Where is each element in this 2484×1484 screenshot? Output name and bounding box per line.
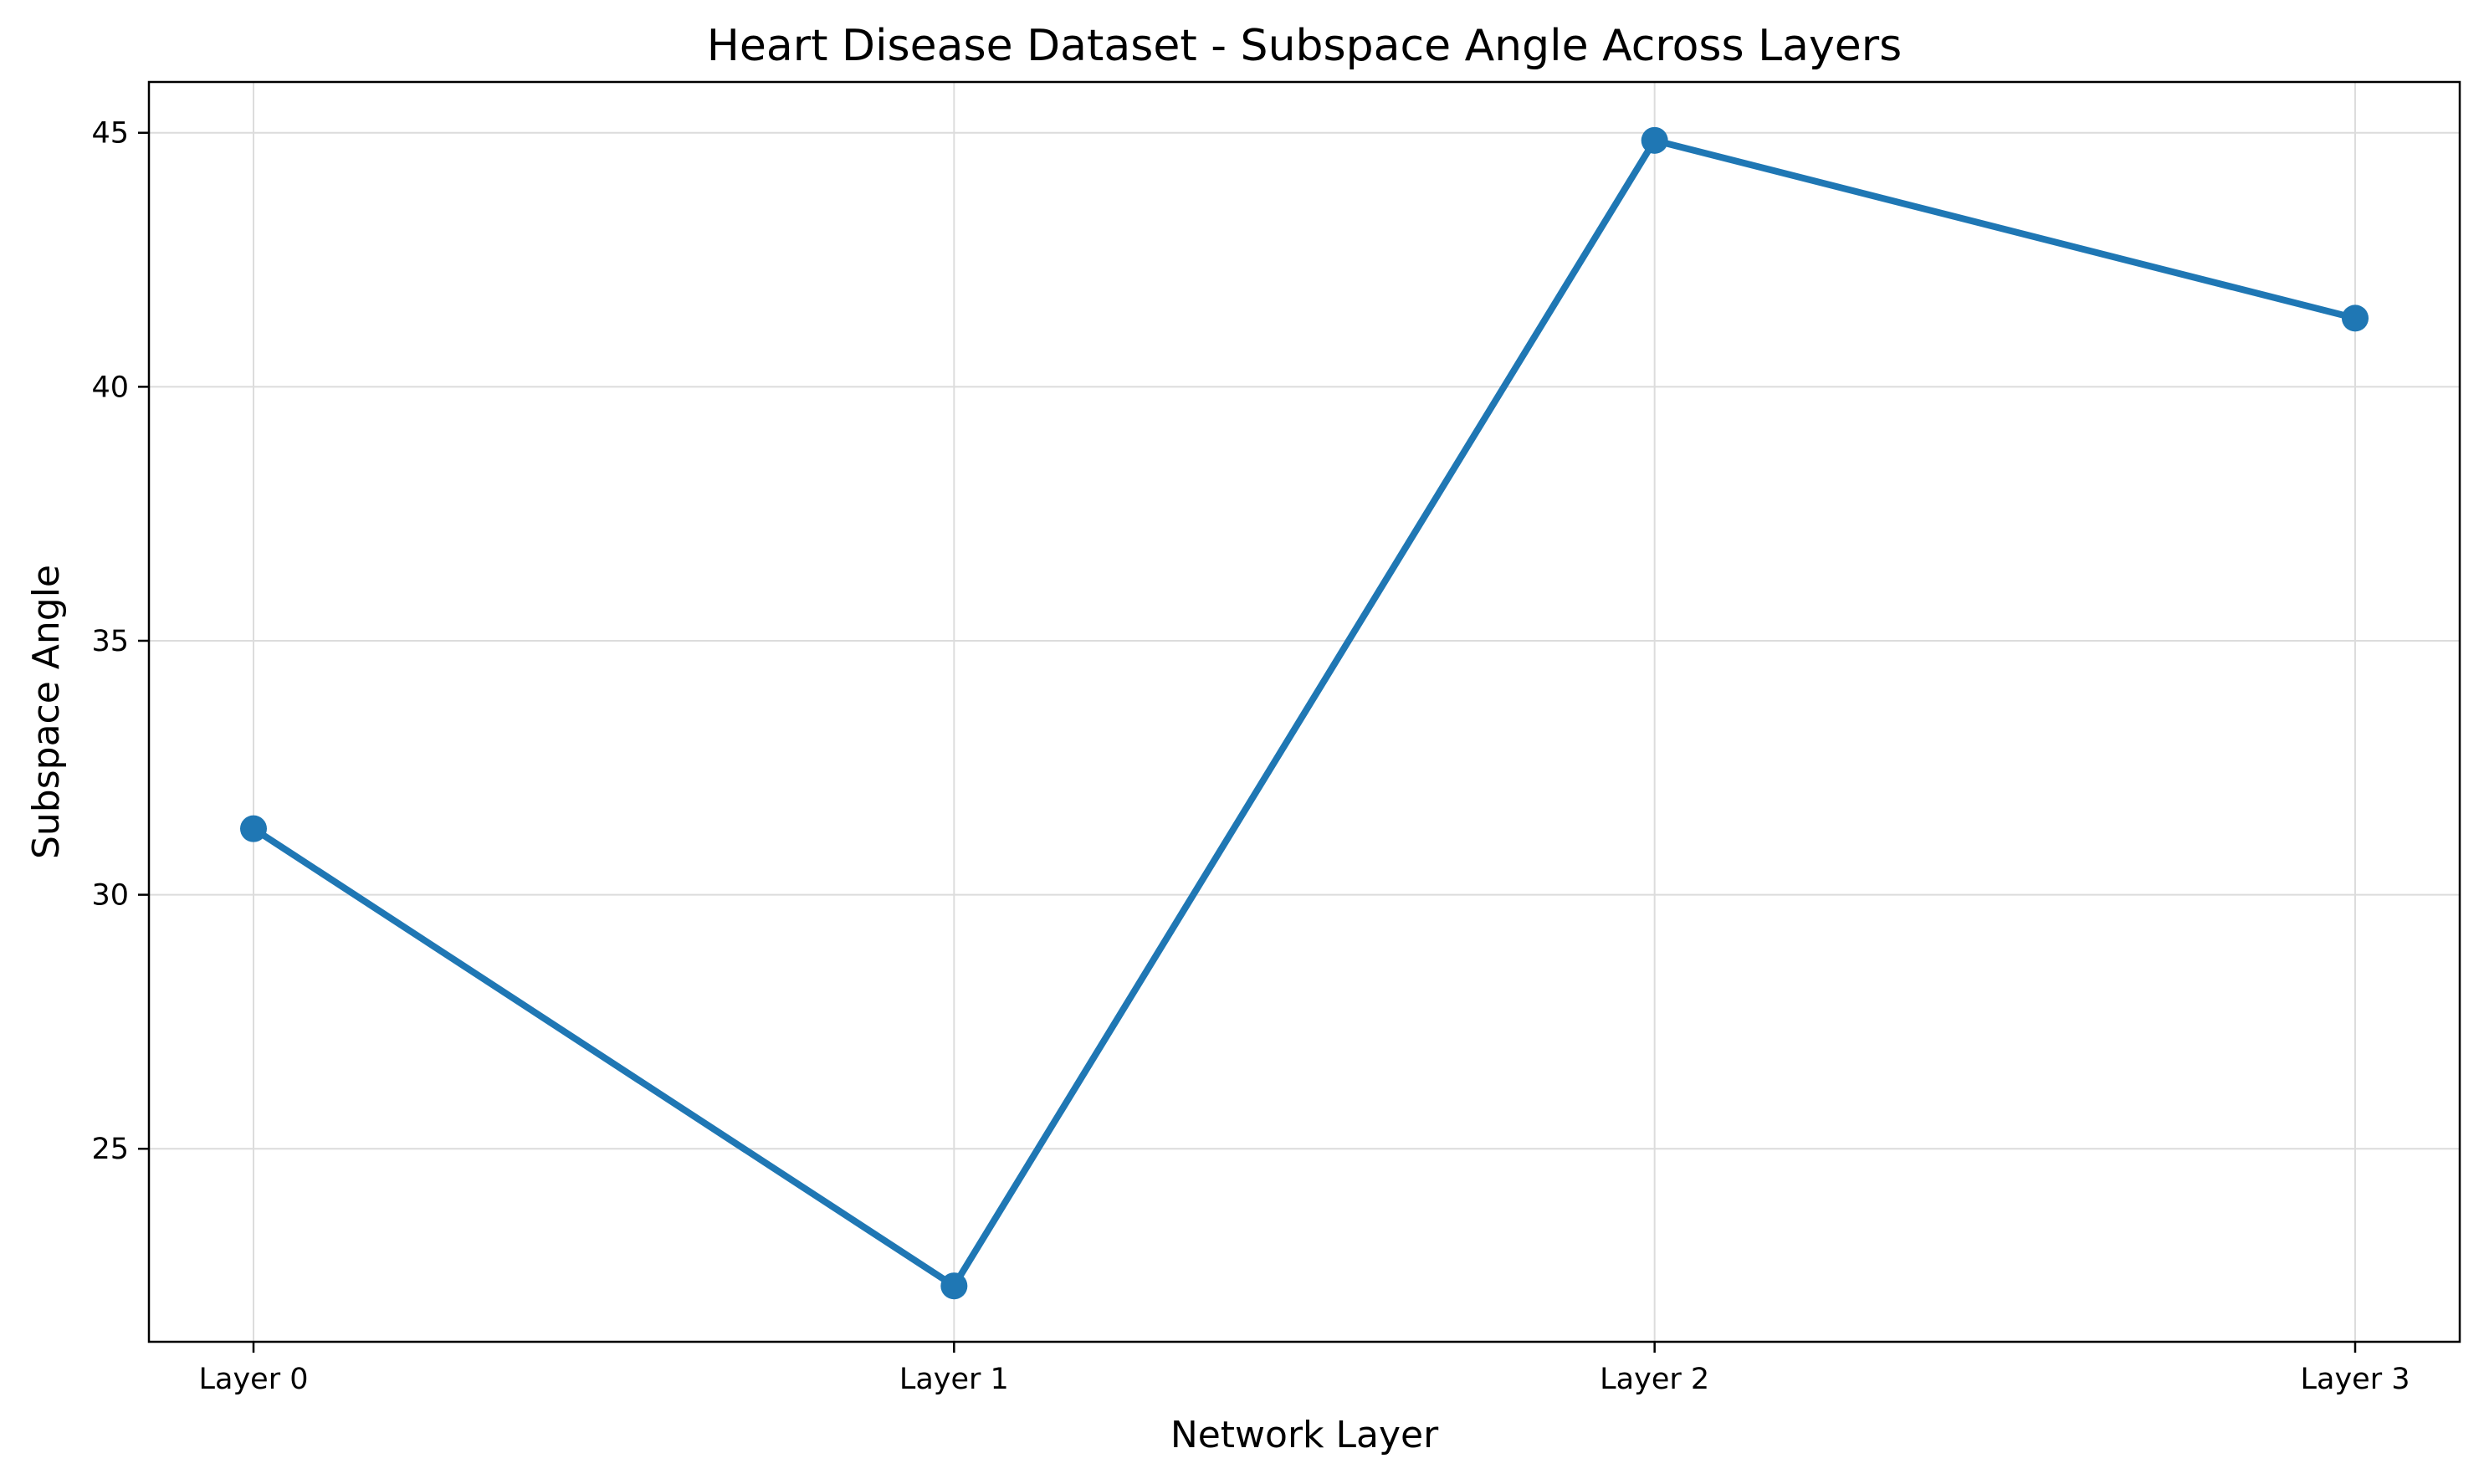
x-axis-label: Network Layer (1170, 1414, 1439, 1456)
y-tick-label: 25 (91, 1133, 129, 1166)
x-tick-label: Layer 1 (899, 1363, 1009, 1396)
y-axis-label: Subspace Angle (25, 565, 68, 859)
data-point (1641, 126, 1668, 154)
y-tick-label: 35 (91, 625, 129, 658)
x-tick-label: Layer 0 (199, 1363, 309, 1396)
x-tick-label: Layer 2 (1600, 1363, 1709, 1396)
data-point (240, 815, 267, 842)
y-tick-label: 45 (91, 117, 129, 151)
series-layer (240, 126, 2369, 1300)
data-point (940, 1272, 968, 1300)
axis-ticks: 25 30 35 40 45 Layer 0 Layer 1 Layer 2 Layer 3 (91, 117, 2410, 1396)
y-tick-label: 30 (91, 879, 129, 913)
data-point (2342, 304, 2369, 332)
series-line (250, 136, 2359, 1290)
plot-frame (147, 80, 2461, 1343)
x-tick-label: Layer 3 (2301, 1363, 2410, 1396)
grid (149, 82, 2460, 1342)
y-tick-label: 40 (91, 371, 129, 404)
chart-title: Heart Disease Dataset - Subspace Angle A… (707, 21, 1902, 71)
